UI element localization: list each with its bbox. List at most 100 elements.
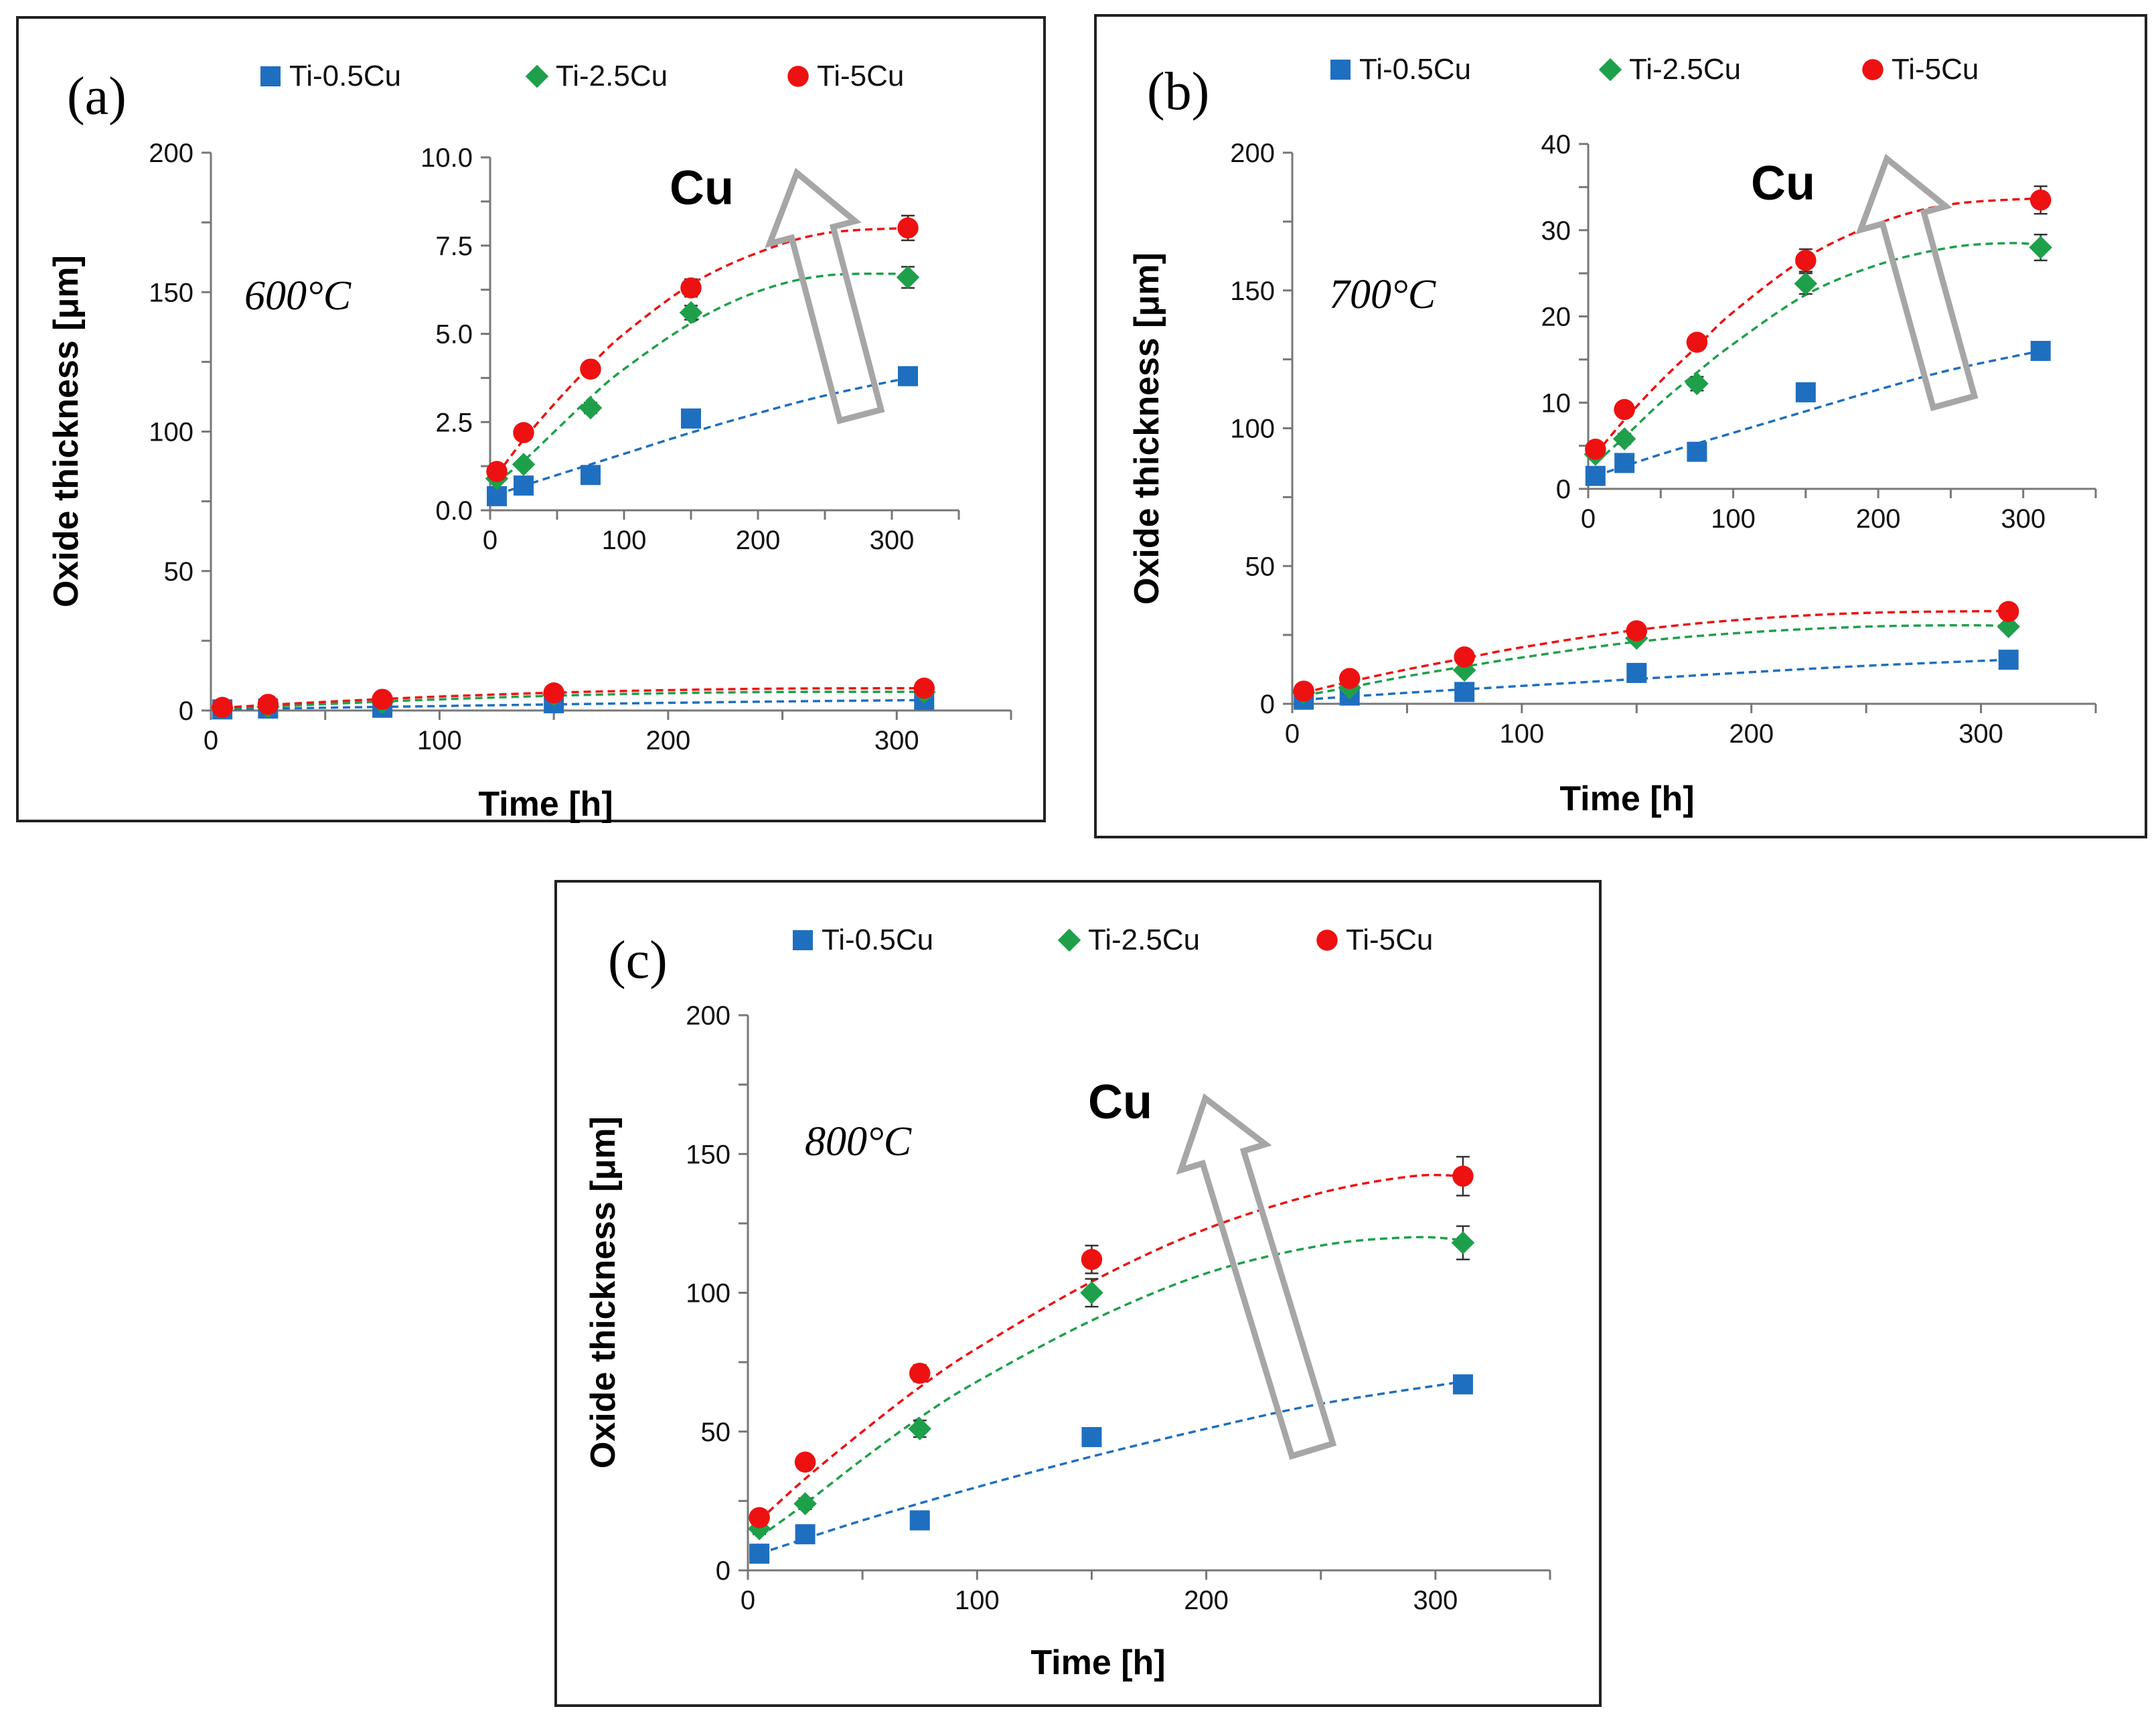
legend-label: Ti-0.5Cu (289, 60, 401, 92)
data-point-ti-5cu (580, 358, 601, 380)
data-point-ti-25cu (1997, 615, 2020, 639)
y-tick-label: 20 (1541, 303, 1571, 332)
data-point-ti-5cu (257, 694, 279, 715)
fit-line-ti-25cu (1303, 623, 2009, 697)
data-point-ti-05cu (909, 1510, 930, 1531)
panel-label: (c) (608, 931, 668, 990)
x-tick-label: 200 (1184, 1586, 1229, 1615)
panel-label: (b) (1147, 62, 1209, 121)
data-point-ti-5cu (1293, 680, 1314, 702)
fit-line-ti-05cu (1595, 350, 2042, 477)
y-tick-label: 0 (179, 696, 194, 726)
cu-trend-arrow (1176, 1093, 1337, 1460)
data-point-ti-5cu (1585, 439, 1606, 460)
temperature-label: 700°C (1329, 272, 1436, 317)
x-tick-label: 200 (736, 526, 781, 555)
y-tick-label: 200 (149, 139, 194, 168)
x-tick-label: 200 (1729, 719, 1774, 749)
y-tick-label: 0.0 (435, 496, 473, 526)
legend-label: Ti-2.5Cu (1088, 923, 1200, 956)
inset-chart: 0 100 200 300 0.0 2.5 5.0 7.5 10.0 (420, 143, 960, 555)
x-tick-label: 0 (1581, 504, 1596, 534)
legend-marker-ti-5cu (1862, 59, 1883, 80)
data-point-ti-5cu (2029, 189, 2052, 211)
y-tick-label: 7.5 (435, 232, 473, 261)
data-point-ti-05cu (581, 465, 601, 486)
data-point-ti-05cu (1795, 382, 1816, 402)
data-point-ti-5cu (1452, 1165, 1474, 1187)
panel-frame (554, 880, 1602, 1707)
data-point-ti-25cu (896, 265, 920, 289)
data-point-ti-5cu (749, 1507, 770, 1528)
x-tick-label: 0 (204, 726, 218, 755)
data-point-ti-5cu (1614, 398, 1635, 421)
legend-label: Ti-2.5Cu (1629, 53, 1741, 86)
fit-line-ti-5cu (222, 686, 925, 709)
y-tick-label: 100 (149, 418, 194, 447)
data-point-ti-5cu (543, 682, 564, 704)
data-point-ti-25cu (679, 301, 703, 325)
y-tick-label: 0 (1260, 690, 1275, 719)
data-point-ti-25cu (1080, 1281, 1103, 1304)
panel-frame (1094, 14, 2147, 838)
legend-label: Ti-0.5Cu (822, 923, 933, 956)
x-axis-title: Time [h] (1559, 779, 1694, 818)
y-tick-label: 30 (1541, 216, 1571, 246)
x-tick-label: 200 (645, 726, 690, 755)
y-tick-label: 40 (1541, 130, 1571, 159)
fit-line-ti-05cu (1304, 658, 2009, 701)
data-point-ti-25cu (1685, 372, 1709, 396)
data-point-ti-5cu (1081, 1249, 1103, 1270)
y-tick-label: 10.0 (420, 143, 473, 173)
panel-a: 0 100 200 300 0 50 100 150 200 0 100 200 300 0.0 2.5 5.… (16, 16, 1046, 824)
x-axis-title: Time [h] (1030, 1643, 1165, 1682)
y-tick-label: 10 (1541, 388, 1571, 418)
data-point-ti-5cu (1686, 331, 1708, 353)
legend-label: Ti-5Cu (1892, 53, 1979, 86)
data-point-ti-05cu (749, 1544, 770, 1564)
y-tick-label: 200 (686, 1001, 730, 1031)
panel-label: (a) (67, 67, 127, 126)
legend-marker-ti-05cu (1330, 60, 1351, 80)
data-point-ti-05cu (1614, 453, 1635, 473)
data-point-ti-5cu (1454, 646, 1475, 668)
x-tick-label: 300 (1413, 1586, 1458, 1615)
y-tick-label: 150 (149, 278, 194, 307)
y-tick-label: 0 (716, 1556, 730, 1586)
data-point-ti-25cu (1612, 427, 1636, 451)
data-point-ti-5cu (794, 1451, 816, 1473)
data-point-ti-25cu (512, 453, 536, 476)
data-point-ti-05cu (1454, 682, 1475, 702)
panel-c: 0 100 200 300 0 50 100 150 200 Cu Ti-0.5Cu Ti-2.5Cu… (554, 880, 1602, 1707)
panel-frame (16, 16, 1046, 822)
x-tick-label: 100 (417, 726, 462, 755)
fit-line-ti-5cu (758, 1173, 1463, 1521)
legend-label: Ti-5Cu (817, 60, 904, 92)
y-tick-label: 0 (1556, 475, 1571, 504)
x-tick-label: 100 (602, 526, 647, 555)
y-axis-title: Oxide thickness [μm] (584, 1116, 623, 1469)
data-point-ti-5cu (680, 277, 702, 299)
legend-label: Ti-0.5Cu (1359, 53, 1471, 86)
y-tick-label: 100 (1230, 415, 1275, 444)
data-point-ti-5cu (1795, 250, 1817, 271)
panel-b: 0 100 200 300 0 50 100 150 200 0 100 200 300 0 10 20 30 4… (1094, 14, 2147, 838)
data-point-ti-25cu (908, 1417, 931, 1440)
data-point-ti-25cu (793, 1492, 817, 1515)
fit-line-ti-25cu (222, 690, 925, 710)
y-tick-label: 100 (686, 1279, 730, 1309)
data-point-ti-5cu (486, 461, 508, 482)
data-point-ti-05cu (1998, 650, 2019, 670)
y-tick-label: 5.0 (435, 320, 473, 350)
fit-line-ti-25cu (1594, 242, 2041, 464)
cu-label: Cu (1751, 157, 1815, 210)
data-point-ti-05cu (1452, 1374, 1473, 1395)
x-tick-label: 0 (1285, 719, 1300, 749)
x-tick-label: 100 (1499, 719, 1544, 749)
x-tick-label: 200 (1856, 504, 1901, 534)
x-tick-label: 100 (955, 1586, 1000, 1615)
data-point-ti-05cu (1081, 1427, 1102, 1448)
x-tick-label: 300 (874, 726, 919, 755)
data-point-ti-05cu (795, 1524, 816, 1545)
